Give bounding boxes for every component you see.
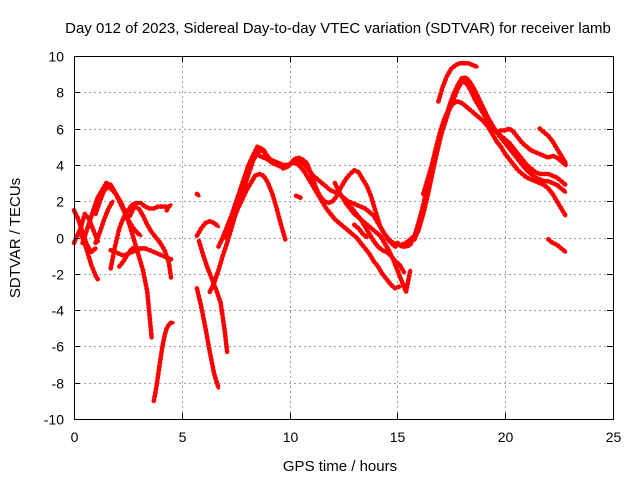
y-tick-label: 10 bbox=[48, 49, 64, 65]
series-arc-30-markers bbox=[494, 126, 568, 168]
series-arc-25-markers bbox=[352, 222, 370, 240]
series-arc-31-markers bbox=[537, 126, 568, 166]
x-tick-label: 20 bbox=[498, 429, 514, 445]
x-tick-label: 25 bbox=[606, 429, 622, 445]
series-arc-16-markers bbox=[194, 218, 221, 238]
y-tick-label: 2 bbox=[56, 194, 64, 210]
y-axis-label: SDTVAR / TECUs bbox=[7, 178, 24, 298]
series-arc-29-markers bbox=[436, 61, 480, 104]
y-tick-label: -4 bbox=[52, 303, 65, 319]
series-arc-13-markers bbox=[194, 191, 202, 199]
series-arc-3-markers bbox=[78, 229, 100, 282]
x-tick-label: 15 bbox=[390, 429, 406, 445]
series-arc-28-markers bbox=[421, 79, 568, 197]
y-tick-label: 4 bbox=[56, 158, 64, 174]
x-tick-label: 5 bbox=[179, 429, 187, 445]
grid bbox=[74, 56, 613, 419]
series-arc-9-markers bbox=[117, 246, 148, 269]
y-tick-label: -10 bbox=[44, 412, 64, 428]
series-arc-24-markers bbox=[343, 200, 413, 295]
y-tick-label: 6 bbox=[56, 122, 64, 138]
series-arc-21-markers bbox=[280, 160, 402, 291]
series-arc-5-markers bbox=[93, 184, 154, 340]
chart-title: Day 012 of 2023, Sidereal Day-to-day VTE… bbox=[65, 20, 611, 37]
data-series bbox=[71, 61, 568, 404]
series-arc-11-markers bbox=[151, 320, 176, 404]
series-arc-7-markers bbox=[108, 200, 169, 271]
series-arc-10-markers bbox=[127, 204, 174, 280]
y-tick-label: -8 bbox=[52, 376, 65, 392]
y-tick-label: -2 bbox=[52, 267, 65, 283]
series-arc-32-markers bbox=[546, 237, 568, 255]
series-arc-19-markers bbox=[222, 171, 288, 242]
series-arc-22-markers bbox=[293, 193, 303, 200]
x-tick-label: 10 bbox=[283, 429, 299, 445]
axis-ticks: 0 5 10 15 20 25 -10 -8 -6 -4 -2 0 2 4 6 8 10 bbox=[44, 49, 622, 446]
y-tick-label: 8 bbox=[56, 85, 64, 101]
series-arc-6-markers bbox=[93, 198, 116, 246]
series-arc-12-markers bbox=[164, 202, 174, 213]
x-tick-label: 0 bbox=[71, 429, 79, 445]
series-arc-26-markers bbox=[395, 99, 568, 249]
series-arc-14-markers bbox=[194, 286, 221, 391]
series-arc-18-markers bbox=[216, 144, 269, 249]
x-axis-label: GPS time / hours bbox=[283, 458, 397, 475]
y-tick-label: -6 bbox=[52, 339, 65, 355]
y-tick-label: 0 bbox=[56, 231, 64, 247]
